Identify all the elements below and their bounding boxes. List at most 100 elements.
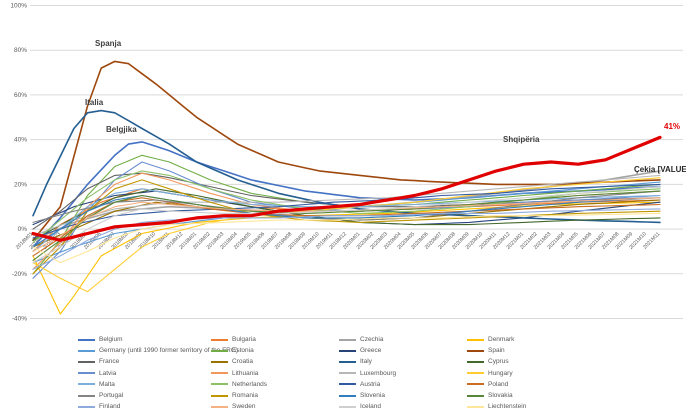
y-axis-tick-label: 80%: [14, 47, 27, 54]
legend-item-croatia: Croatia: [211, 358, 339, 365]
annotation-shqiperia: Shqipëria: [503, 135, 540, 144]
y-axis-tick-label: 40%: [14, 137, 27, 144]
legend-item-luxembourg: Luxembourg: [339, 370, 467, 377]
series-line-netherlands: [32, 170, 661, 244]
legend-label: Bulgaria: [232, 336, 256, 344]
legend-label: Lithuania: [232, 369, 259, 377]
legend-swatch: [211, 383, 228, 386]
legend-swatch: [339, 349, 356, 352]
legend-label: Czechia: [360, 336, 384, 344]
legend-swatch: [78, 360, 95, 363]
legend-label: France: [99, 358, 120, 366]
legend-swatch: [339, 394, 356, 397]
y-axis-tick-label: -40%: [12, 316, 27, 323]
legend-swatch: [211, 338, 228, 341]
legend-swatch: [78, 349, 95, 352]
legend-label: Hungary: [488, 369, 513, 377]
legend-swatch: [467, 394, 484, 397]
legend-item-cyprus: Cyprus: [467, 358, 597, 365]
legend-label: Finland: [99, 403, 121, 411]
legend-label: Denmark: [488, 336, 515, 344]
legend-label: Romania: [232, 392, 259, 400]
legend-item-latvia: Latvia: [78, 370, 211, 377]
legend-item-spain: Spain: [467, 347, 597, 354]
legend-swatch: [78, 394, 95, 397]
legend-item-slovakia: Slovakia: [467, 392, 597, 399]
legend-label: Estonia: [232, 347, 254, 355]
legend-label: Slovakia: [488, 392, 513, 400]
legend-item-belgium: Belgium: [78, 336, 211, 343]
annotation-italia: Italia: [85, 98, 104, 107]
legend-label: Poland: [488, 380, 509, 388]
legend-label: Austria: [360, 380, 381, 388]
y-axis-tick-label: 0%: [18, 226, 28, 233]
series-line-slovakia: [32, 190, 661, 261]
legend-swatch: [78, 338, 95, 341]
legend-label: Slovenia: [360, 392, 385, 400]
series-line-cyprus: [32, 188, 661, 241]
legend-swatch: [467, 383, 484, 386]
legend-label: Malta: [99, 380, 115, 388]
legend-swatch: [78, 372, 95, 375]
legend-item-greece: Greece: [339, 347, 467, 354]
annotation-spanja: Spanja: [95, 39, 122, 48]
legend-label: Italy: [360, 358, 372, 366]
series-line-hungary: [32, 177, 661, 293]
legend-label: Belgium: [99, 336, 123, 344]
legend-label: Portugal: [99, 392, 124, 400]
legend-swatch: [211, 372, 228, 375]
legend-label: Germany (until 1990 former territory of …: [99, 347, 239, 355]
legend-item-liechtenstein: Liechtenstein: [467, 403, 597, 410]
legend-swatch: [211, 360, 228, 363]
legend-swatch: [339, 405, 356, 408]
legend-swatch: [78, 405, 95, 408]
legend-swatch: [339, 383, 356, 386]
series-line-liechtenstein: [32, 212, 661, 264]
series-line-belgium: [32, 141, 661, 248]
legend-item-czechia: Czechia: [339, 336, 467, 343]
y-axis-tick-label: 20%: [14, 181, 27, 188]
legend-swatch: [467, 338, 484, 341]
legend-item-italy: Italy: [339, 358, 467, 365]
y-axis-tick-label: -20%: [12, 271, 27, 278]
series-line-austria: [32, 183, 661, 239]
series-line-luxembourg: [32, 174, 661, 237]
legend-label: Sweden: [232, 403, 256, 411]
series-line-romania: [32, 179, 661, 275]
legend-item-sweden: Sweden: [211, 403, 339, 410]
legend-label: Croatia: [232, 358, 253, 366]
legend-swatch: [339, 338, 356, 341]
chart-legend: Belgium Bulgaria Czechia Denmark Germany (un…: [78, 334, 664, 412]
legend-item-france: France: [78, 358, 211, 365]
legend-item-poland: Poland: [467, 381, 597, 388]
legend-item-denmark: Denmark: [467, 336, 597, 343]
y-axis-tick-label: 60%: [14, 92, 27, 99]
legend-item-hungary: Hungary: [467, 370, 597, 377]
legend-label: Liechtenstein: [488, 403, 527, 411]
legend-swatch: [339, 372, 356, 375]
legend-label: Luxembourg: [360, 369, 397, 377]
legend-item-portugal: Portugal: [78, 392, 211, 399]
legend-swatch: [339, 360, 356, 363]
legend-item-lithuania: Lithuania: [211, 370, 339, 377]
legend-swatch: [467, 360, 484, 363]
legend-label: Greece: [360, 347, 382, 355]
legend-swatch: [211, 394, 228, 397]
legend-item-bulgaria: Bulgaria: [211, 336, 339, 343]
legend-label: Netherlands: [232, 380, 268, 388]
legend-item-malta: Malta: [78, 381, 211, 388]
legend-label: Latvia: [99, 369, 117, 377]
legend-swatch: [211, 405, 228, 408]
legend-swatch: [467, 349, 484, 352]
legend-item-slovenia: Slovenia: [339, 392, 467, 399]
legend-swatch: [467, 405, 484, 408]
legend-item-germany-until-1990-former-territory-of-the-frg-: Germany (until 1990 former territory of …: [78, 347, 238, 354]
annotation-albania-end-value: 41%: [664, 122, 681, 131]
y-axis-tick-label: 100%: [10, 3, 27, 10]
annotation-belgjika: Belgjika: [106, 125, 137, 134]
legend-label: Cyprus: [488, 358, 509, 366]
legend-label: Iceland: [360, 403, 381, 411]
legend-item-finland: Finland: [78, 403, 211, 410]
legend-item-austria: Austria: [339, 381, 467, 388]
